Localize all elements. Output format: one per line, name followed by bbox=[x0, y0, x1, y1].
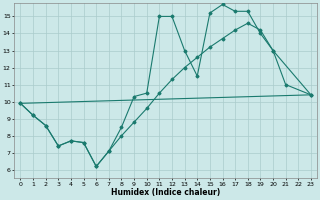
X-axis label: Humidex (Indice chaleur): Humidex (Indice chaleur) bbox=[111, 188, 220, 197]
